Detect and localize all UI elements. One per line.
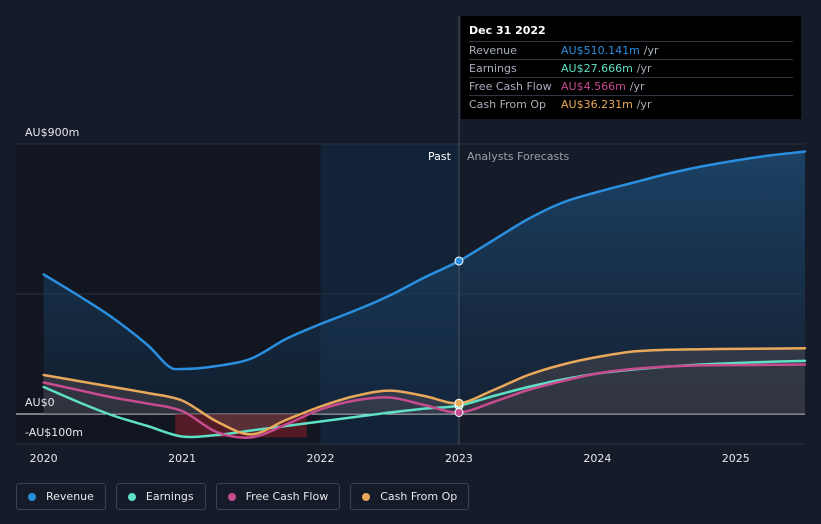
tooltip: Dec 31 2022 Revenue AU$510.141m /yr Earn… (461, 16, 801, 119)
tooltip-label: Revenue (469, 44, 517, 57)
x-tick-label: 2022 (307, 452, 335, 465)
legend-item-earnings[interactable]: Earnings (115, 483, 206, 510)
marker-cash-from-op (454, 398, 464, 408)
tooltip-row-earnings: Earnings AU$27.666m /yr (469, 59, 793, 77)
tooltip-label: Earnings (469, 62, 517, 75)
forecast-label: Analysts Forecasts (467, 150, 570, 163)
y-label-bottom: -AU$100m (25, 426, 83, 439)
tooltip-value: AU$4.566m (561, 80, 626, 93)
tooltip-label: Cash From Op (469, 98, 547, 111)
x-axis-ticks: 2020 2021 2022 2023 2024 2025 (30, 452, 750, 465)
legend-label: Cash From Op (380, 490, 458, 503)
legend: Revenue Earnings Free Cash Flow Cash Fro… (16, 483, 470, 510)
legend-item-cash-from-op[interactable]: Cash From Op (350, 483, 470, 510)
series-line-cash-from-op (42, 347, 807, 436)
x-tick-label: 2025 (722, 452, 750, 465)
series-line-free-cash-flow (42, 363, 807, 439)
tooltip-unit: /yr (636, 98, 652, 111)
tooltip-label: Free Cash Flow (469, 80, 552, 93)
tooltip-row-revenue: Revenue AU$510.141m /yr (469, 41, 793, 59)
legend-item-revenue[interactable]: Revenue (16, 483, 106, 510)
legend-dot-icon (127, 492, 136, 501)
x-tick-label: 2024 (583, 452, 611, 465)
tooltip-unit: /yr (636, 62, 652, 75)
y-label-zero: AU$0 (25, 396, 55, 409)
revenue-area (43, 151, 805, 414)
legend-label: Earnings (145, 490, 194, 503)
tooltip-row-cash-from-op: Cash From Op AU$36.231m /yr (469, 95, 793, 113)
x-tick-label: 2023 (445, 452, 473, 465)
x-tick-label: 2020 (30, 452, 58, 465)
past-label: Past (428, 150, 452, 163)
series-line-revenue (42, 150, 807, 371)
legend-label: Revenue (46, 490, 94, 503)
legend-item-free-cash-flow[interactable]: Free Cash Flow (215, 483, 341, 510)
y-label-top: AU$900m (25, 126, 79, 139)
tooltip-value: AU$510.141m (561, 44, 640, 57)
marker-free-cash-flow (454, 408, 464, 417)
hover-markers (454, 256, 464, 417)
negative-zone (175, 414, 307, 438)
legend-dot-icon (362, 492, 371, 501)
marker-revenue (454, 256, 464, 266)
legend-dot-icon (28, 492, 36, 501)
tooltip-unit: /yr (643, 44, 659, 57)
series-lines (42, 150, 807, 439)
tooltip-row-free-cash-flow: Free Cash Flow AU$4.566m /yr (469, 77, 793, 95)
legend-dot-icon (227, 492, 236, 501)
tooltip-date: Dec 31 2022 (469, 24, 546, 37)
x-tick-label: 2021 (168, 452, 196, 465)
tooltip-unit: /yr (629, 80, 645, 93)
tooltip-value: AU$36.231m (561, 98, 633, 111)
legend-label: Free Cash Flow (245, 490, 329, 503)
tooltip-value: AU$27.666m (561, 62, 633, 75)
